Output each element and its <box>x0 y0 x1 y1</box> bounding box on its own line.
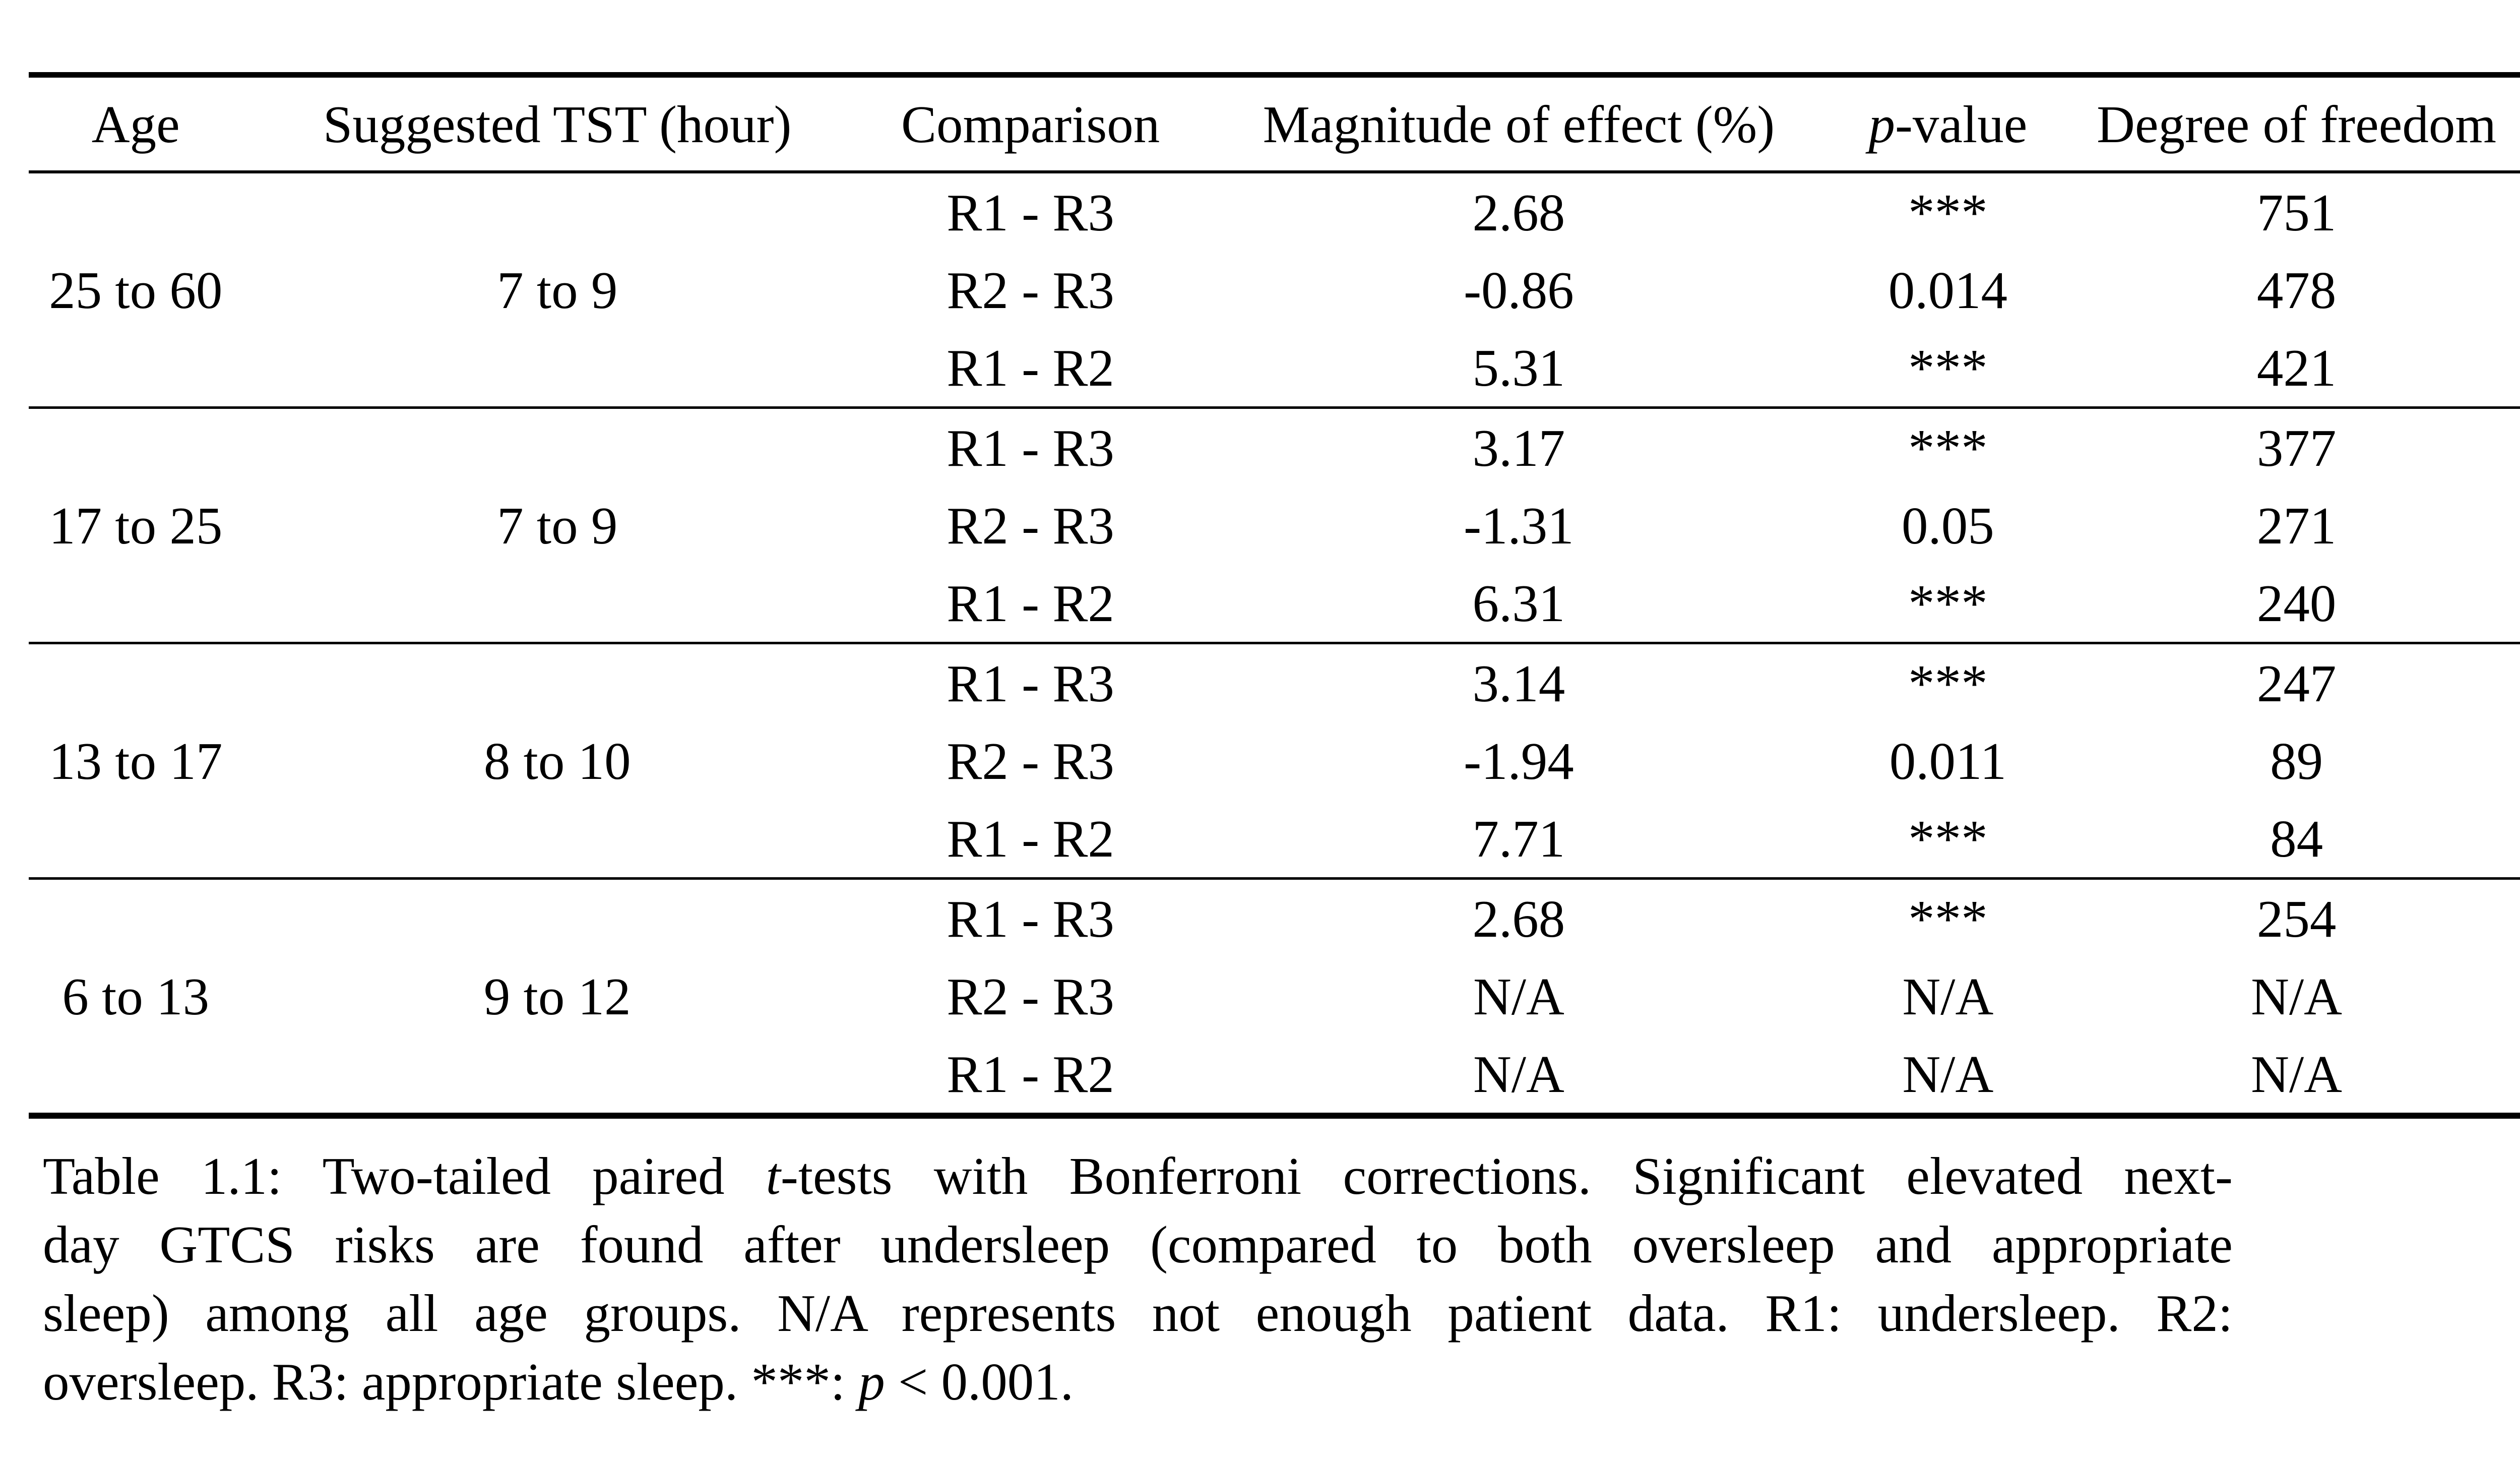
col-header-magnitude: Magnitude of effect (%) <box>1263 94 1775 154</box>
p-value-cell: *** <box>1908 418 1988 477</box>
tst-cell: 8 to 10 <box>483 731 631 791</box>
tst-cell: 7 to 9 <box>497 260 618 320</box>
col-header-tst: Suggested TST (hour) <box>323 94 792 154</box>
caption-line-1: Table 1.1: Two-tailed paired t-tests wit… <box>43 1146 2233 1205</box>
p-value-cell: N/A <box>1902 1044 1994 1104</box>
magnitude-cell: 6.31 <box>1472 573 1565 633</box>
age-group-25-60: 25 to 60 7 to 9 R1 - R3 2.68 *** 751 R2 … <box>29 172 2520 408</box>
dof-cell: 377 <box>2256 418 2337 477</box>
col-header-age: Age <box>91 94 180 154</box>
p-value-cell: N/A <box>1902 966 1994 1026</box>
magnitude-cell: 3.14 <box>1472 653 1565 713</box>
magnitude-cell: -1.31 <box>1464 496 1574 555</box>
age-cell: 6 to 13 <box>62 966 210 1026</box>
ttest-results-table: Age Suggested TST (hour) Comparison Magn… <box>29 72 2520 1119</box>
magnitude-cell: 5.31 <box>1472 338 1565 397</box>
p-value-cell: *** <box>1908 338 1988 397</box>
age-group-6-13: 6 to 13 9 to 12 R1 - R3 2.68 *** 254 R2 … <box>29 879 2520 1116</box>
dof-cell: 478 <box>2256 260 2337 320</box>
comparison-cell: R1 - R2 <box>947 809 1114 868</box>
comparison-cell: R1 - R2 <box>947 573 1114 633</box>
age-cell: 17 to 25 <box>49 496 223 555</box>
magnitude-cell: -1.94 <box>1464 731 1574 791</box>
results-table-container: Age Suggested TST (hour) Comparison Magn… <box>29 72 2520 1119</box>
comparison-cell: R1 - R2 <box>947 1044 1114 1104</box>
magnitude-cell: 7.71 <box>1472 809 1565 868</box>
dof-cell: N/A <box>2251 966 2342 1026</box>
dof-cell: 751 <box>2256 183 2337 242</box>
p-value-cell: *** <box>1908 653 1988 713</box>
comparison-cell: R2 - R3 <box>947 966 1114 1026</box>
dof-cell: 271 <box>2256 496 2337 555</box>
p-value-cell: *** <box>1908 183 1988 242</box>
table-caption: Table 1.1: Two-tailed paired t-tests wit… <box>43 1142 2233 1416</box>
table-row: R1 - R2 6.31 *** 240 <box>29 564 2520 643</box>
caption-line-2: day GTCS risks are found after underslee… <box>43 1215 2233 1274</box>
caption-line-4: oversleep. R3: appropriate sleep. ***: p… <box>43 1352 1074 1411</box>
magnitude-cell: N/A <box>1473 966 1564 1026</box>
table-row: R1 - R2 7.71 *** 84 <box>29 800 2520 879</box>
age-group-13-17: 13 to 17 8 to 10 R1 - R3 3.14 *** 247 R2… <box>29 643 2520 879</box>
dof-cell: 421 <box>2256 338 2337 397</box>
table-header-row: Age Suggested TST (hour) Comparison Magn… <box>29 75 2520 172</box>
comparison-cell: R1 - R3 <box>947 418 1114 477</box>
tst-cell: 7 to 9 <box>497 496 618 555</box>
dof-cell: 84 <box>2270 809 2323 868</box>
p-value-cell: *** <box>1908 889 1988 948</box>
tst-cell: 9 to 12 <box>483 966 631 1026</box>
age-cell: 25 to 60 <box>49 260 223 320</box>
p-value-cell: 0.014 <box>1888 260 2008 320</box>
table-row: R2 - R3 -0.86 0.014 478 <box>29 251 2520 329</box>
table-row: R1 - R2 5.31 *** 421 <box>29 329 2520 408</box>
age-cell: 13 to 17 <box>49 731 223 791</box>
caption-line-3: sleep) among all age groups. N/A represe… <box>43 1284 2233 1343</box>
magnitude-cell: 2.68 <box>1472 889 1565 948</box>
table-row: 17 to 25 7 to 9 R1 - R3 3.17 *** 377 <box>29 408 2520 555</box>
comparison-cell: R2 - R3 <box>947 496 1114 555</box>
comparison-cell: R1 - R3 <box>947 653 1114 713</box>
magnitude-cell: -0.86 <box>1464 260 1574 320</box>
table-row: R2 - R3 -1.31 0.05 271 <box>29 487 2520 564</box>
magnitude-cell: N/A <box>1473 1044 1564 1104</box>
col-header-comparison: Comparison <box>901 94 1160 154</box>
dof-cell: 89 <box>2270 731 2323 791</box>
table-row: 25 to 60 7 to 9 R1 - R3 2.68 *** 751 <box>29 172 2520 320</box>
p-value-cell: 0.011 <box>1889 731 2007 791</box>
dof-cell: N/A <box>2251 1044 2342 1104</box>
comparison-cell: R2 - R3 <box>947 260 1114 320</box>
table-row: R1 - R2 N/A N/A N/A <box>29 1035 2520 1116</box>
p-value-cell: *** <box>1908 809 1988 868</box>
comparison-cell: R1 - R2 <box>947 338 1114 397</box>
magnitude-cell: 3.17 <box>1472 418 1565 477</box>
dof-cell: 254 <box>2256 889 2337 948</box>
dof-cell: 247 <box>2256 653 2337 713</box>
p-value-cell: *** <box>1908 573 1988 633</box>
col-header-dof: Degree of freedom <box>2097 94 2497 154</box>
comparison-cell: R2 - R3 <box>947 731 1114 791</box>
col-header-p-value: p-value <box>1868 94 2028 154</box>
age-group-17-25: 17 to 25 7 to 9 R1 - R3 3.17 *** 377 R2 … <box>29 408 2520 643</box>
p-value-cell: 0.05 <box>1902 496 1994 555</box>
magnitude-cell: 2.68 <box>1472 183 1565 242</box>
dof-cell: 240 <box>2256 573 2337 633</box>
comparison-cell: R1 - R3 <box>947 183 1114 242</box>
table-row: R2 - R3 N/A N/A N/A <box>29 957 2520 1035</box>
table-row: R2 - R3 -1.94 0.011 89 <box>29 722 2520 800</box>
table-row: 13 to 17 8 to 10 R1 - R3 3.14 *** 247 <box>29 643 2520 791</box>
table-row: 6 to 13 9 to 12 R1 - R3 2.68 *** 254 <box>29 879 2520 1026</box>
comparison-cell: R1 - R3 <box>947 889 1114 948</box>
